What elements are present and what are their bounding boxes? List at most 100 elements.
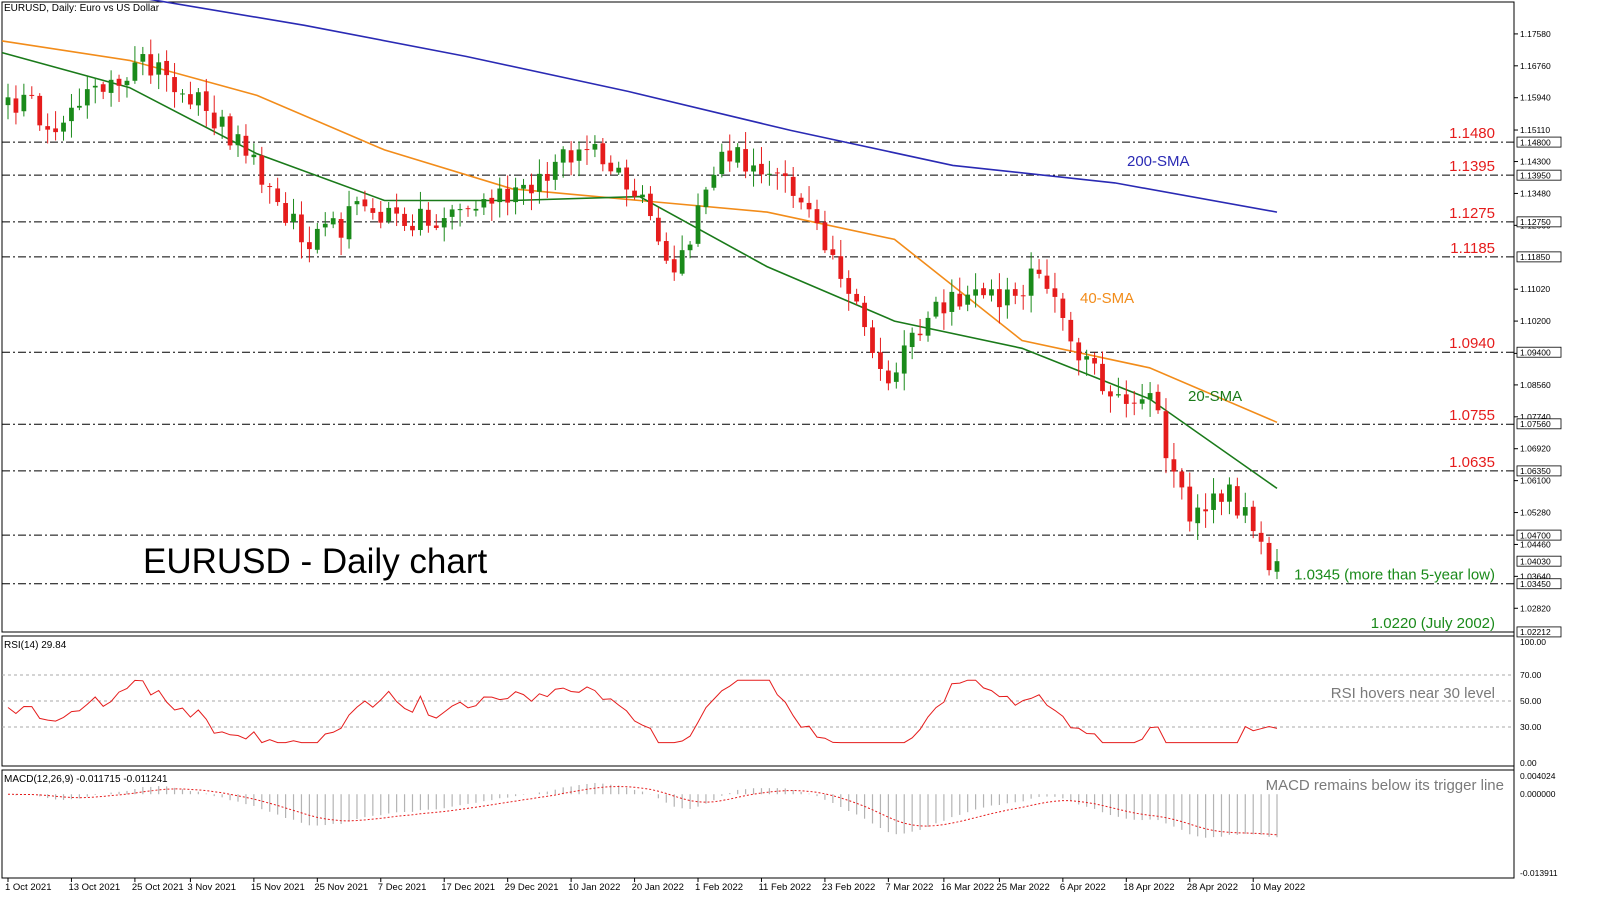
candle-body-157 xyxy=(1250,506,1256,532)
candle-body-91 xyxy=(727,150,733,162)
candle-body-120 xyxy=(957,293,963,307)
price-tick-label-5: 1.14300 xyxy=(1520,157,1551,167)
price-box-label-8: 1.04030 xyxy=(1520,556,1551,566)
candle-body-27 xyxy=(219,116,225,127)
price-tick-label-18: 1.02820 xyxy=(1520,603,1551,613)
candle-body-41 xyxy=(330,218,336,225)
candle-body-43 xyxy=(346,206,352,240)
rsi-tick-label-1: 70.00 xyxy=(1520,670,1542,680)
candle-body-76 xyxy=(608,162,614,172)
candle-body-155 xyxy=(1234,486,1240,516)
x-tick-label-4: 15 Nov 2021 xyxy=(251,882,305,893)
candle-body-21 xyxy=(172,77,177,93)
x-tick-label-9: 10 Jan 2022 xyxy=(568,882,620,893)
candle-body-79 xyxy=(632,190,637,197)
x-tick-label-16: 25 Mar 2022 xyxy=(996,882,1049,893)
candle-body-54 xyxy=(433,225,439,228)
candle-body-132 xyxy=(1052,288,1058,297)
candle-body-138 xyxy=(1100,363,1105,392)
candle-body-46 xyxy=(370,208,376,213)
candle-body-75 xyxy=(600,143,606,165)
candle-body-33 xyxy=(267,186,273,188)
candle-body-34 xyxy=(275,188,281,203)
candle-body-45 xyxy=(362,199,368,207)
candle-body-19 xyxy=(156,62,162,75)
price-tick-label-13: 1.06920 xyxy=(1520,444,1551,454)
candle-body-117 xyxy=(933,301,939,317)
candle-body-44 xyxy=(354,201,360,205)
level-label-6: 1.0635 xyxy=(1449,454,1495,471)
price-tick-label-11: 1.08560 xyxy=(1520,380,1551,390)
candle-body-68 xyxy=(544,173,550,181)
candle-body-93 xyxy=(743,149,748,172)
candle-body-160 xyxy=(1274,561,1280,572)
level-label-4: 1.0940 xyxy=(1449,335,1495,352)
x-tick-label-0: 1 Oct 2021 xyxy=(5,882,51,893)
candle-body-35 xyxy=(283,203,288,223)
candle-body-88 xyxy=(703,189,709,208)
candle-body-24 xyxy=(195,92,201,106)
candle-body-131 xyxy=(1044,275,1050,289)
candle-body-107 xyxy=(854,293,860,302)
candle-body-23 xyxy=(188,94,193,105)
price-box-label-2: 1.12750 xyxy=(1520,217,1551,227)
candle-body-158 xyxy=(1258,532,1264,542)
candle-body-32 xyxy=(259,155,265,185)
price-box-9 xyxy=(1516,578,1562,590)
candle-body-119 xyxy=(949,291,955,312)
candle-body-11 xyxy=(92,85,98,88)
level-label-2: 1.1275 xyxy=(1449,205,1495,222)
candle-body-99 xyxy=(790,176,796,196)
candle-body-55 xyxy=(441,218,447,228)
candle-body-148 xyxy=(1179,471,1185,488)
candle-body-121 xyxy=(965,294,971,305)
rsi-tick-label-0: 100.00 xyxy=(1520,637,1546,647)
candle-body-0 xyxy=(5,97,11,106)
candle-body-105 xyxy=(838,256,844,279)
candle-body-50 xyxy=(402,213,407,226)
candle-body-116 xyxy=(925,317,931,336)
candle-body-104 xyxy=(830,249,836,255)
x-tick-label-3: 3 Nov 2021 xyxy=(187,882,236,893)
price-box-label-6: 1.06350 xyxy=(1520,466,1551,476)
candle-body-89 xyxy=(711,174,717,188)
price-box-8 xyxy=(1516,555,1562,567)
candle-body-57 xyxy=(457,209,463,211)
candle-body-29 xyxy=(235,134,241,146)
x-tick-label-7: 17 Dec 2021 xyxy=(441,882,495,893)
candle-body-100 xyxy=(798,197,804,203)
candle-body-153 xyxy=(1219,493,1224,502)
candle-body-2 xyxy=(21,94,27,112)
level-label-1: 1.1395 xyxy=(1449,158,1495,175)
sma200-label: 200-SMA xyxy=(1127,153,1190,170)
x-tick-label-10: 20 Jan 2022 xyxy=(632,882,684,893)
candle-body-13 xyxy=(108,79,114,93)
candle-body-147 xyxy=(1171,459,1177,472)
candle-body-98 xyxy=(782,173,788,177)
candle-body-67 xyxy=(537,173,542,192)
price-box-5 xyxy=(1516,418,1562,430)
candle-body-17 xyxy=(140,54,146,62)
candle-body-25 xyxy=(203,91,209,111)
candle-body-129 xyxy=(1028,268,1034,296)
candle-body-53 xyxy=(425,209,431,226)
candle-body-94 xyxy=(751,165,756,172)
price-tick-label-6: 1.13480 xyxy=(1520,188,1551,198)
price-tick-label-15: 1.05280 xyxy=(1520,508,1551,518)
candle-body-18 xyxy=(148,54,154,76)
macd-header: MACD(12,26,9) -0.011715 -0.011241 xyxy=(4,774,168,785)
candle-body-38 xyxy=(307,242,312,250)
candle-body-159 xyxy=(1266,542,1272,571)
candle-body-26 xyxy=(211,112,217,129)
x-tick-label-13: 23 Feb 2022 xyxy=(822,882,875,893)
price-box-10 xyxy=(1516,626,1562,638)
candle-body-141 xyxy=(1123,394,1129,404)
price-box-0 xyxy=(1516,136,1562,148)
candle-body-106 xyxy=(846,278,852,294)
price-tick-label-17: 1.03640 xyxy=(1520,571,1551,581)
price-box-label-1: 1.13950 xyxy=(1520,170,1551,180)
level-label-8: 1.0345 (more than 5-year low) xyxy=(1294,567,1495,584)
candle-body-114 xyxy=(909,332,915,348)
price-box-label-5: 1.07560 xyxy=(1520,419,1551,429)
candle-body-92 xyxy=(735,147,741,163)
